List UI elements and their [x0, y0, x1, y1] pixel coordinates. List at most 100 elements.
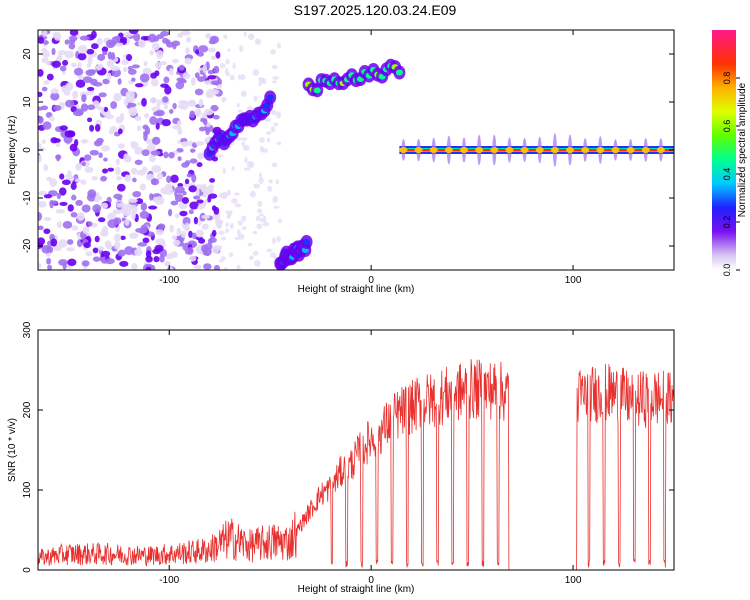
- spectrogram-noise-blob: [150, 150, 161, 156]
- spectrogram-noise-blob: [135, 227, 144, 233]
- spectrogram-noise-blob: [209, 89, 220, 95]
- colorbar-tick-label: 0.4: [722, 168, 732, 181]
- spectrogram-noise-blob: [232, 62, 236, 70]
- spectrogram-noise-blob: [98, 92, 107, 98]
- spectrogram-noise-blob: [156, 50, 164, 59]
- spectrogram-noise-blob: [234, 236, 240, 240]
- spectrogram-noise-blob: [77, 52, 87, 61]
- spectrogram-noise-blob: [139, 73, 150, 83]
- spectrogram-noise-blob: [43, 194, 53, 199]
- spectrogram-noise-blob: [180, 141, 190, 147]
- spectrogram-noise-blob: [189, 158, 198, 164]
- spectrogram-noise-blob: [123, 98, 129, 106]
- spectrogram-noise-blob: [134, 83, 144, 88]
- spectrogram-noise-blob: [70, 211, 78, 218]
- spectrogram-noise-blob: [233, 192, 240, 196]
- spectrogram-noise-blob: [151, 136, 161, 145]
- spectrogram-noise-blob: [189, 110, 195, 119]
- spectrogram-noise-blob: [115, 42, 124, 47]
- spectrogram-noise-blob: [76, 212, 85, 221]
- spectrogram-noise-blob: [271, 64, 278, 70]
- spectrogram-noise-blob: [257, 200, 263, 207]
- spectrogram-noise-blob: [47, 264, 53, 270]
- spectrogram-noise-blob: [127, 68, 137, 75]
- spectrogram-noise-blob: [62, 59, 69, 66]
- spectrogram-noise-blob: [46, 257, 52, 265]
- spectrogram-noise-blob: [114, 241, 121, 250]
- spectrogram-noise-blob: [187, 246, 194, 255]
- spectrogram-noise-blob: [102, 78, 110, 85]
- spectrogram-carrier-node: [429, 147, 438, 153]
- spectrogram-noise-blob: [273, 205, 280, 209]
- spectrogram-noise-blob: [196, 162, 203, 168]
- spectrogram-carrier-node: [626, 147, 635, 153]
- snr-y-tick-label: 300: [22, 321, 33, 338]
- spectrogram-noise-blob: [41, 47, 48, 53]
- spectrogram-noise-blob: [116, 202, 124, 208]
- spectrogram-noise-blob: [197, 204, 205, 210]
- colorbar-tick-label: 0.8: [722, 72, 732, 85]
- spectrogram-noise-blob: [131, 77, 136, 82]
- spectrogram-noise-blob: [202, 64, 208, 74]
- spectrogram-noise-blob: [71, 62, 77, 68]
- spectrogram-noise-blob: [41, 139, 46, 144]
- spectrogram-noise-blob: [84, 166, 94, 173]
- spectrogram-noise-blob: [149, 97, 158, 104]
- colorbar-tick-label: 0.0: [722, 264, 732, 277]
- spectrogram-noise-blob: [132, 190, 142, 198]
- spectrogram-noise-blob: [213, 264, 220, 270]
- spectrogram-noise-blob: [141, 97, 147, 107]
- spectrogram-noise-blob: [207, 69, 214, 75]
- spectrogram-noise-blob: [172, 43, 177, 50]
- spectrogram-noise-blob: [216, 84, 222, 90]
- spectrogram-noise-blob: [117, 143, 125, 149]
- spectrogram-noise-blob: [82, 76, 93, 83]
- spectrogram-noise-blob: [59, 125, 68, 131]
- spectrogram-noise-blob: [151, 42, 160, 51]
- spectrogram-noise-blob: [134, 248, 143, 257]
- spectrogram-noise-blob: [124, 174, 132, 182]
- spectrogram-noise-blob: [38, 116, 44, 124]
- spectrogram-carrier-node: [520, 147, 529, 153]
- spectrogram-noise-blob: [272, 196, 278, 203]
- spectrogram-noise-blob: [148, 193, 154, 201]
- spectrogram-noise-blob: [253, 183, 261, 189]
- spectrogram-noise-blob: [56, 192, 61, 200]
- spectrogram-noise-blob: [180, 230, 187, 238]
- spectrogram-noise-blob: [184, 222, 190, 231]
- spectrogram-noise-blob: [145, 266, 152, 270]
- spectrogram-noise-blob: [237, 220, 243, 226]
- spectrogram-noise-blob: [188, 209, 194, 215]
- spectrogram-noise-blob: [110, 101, 118, 109]
- spectrogram-noise-blob: [253, 95, 258, 102]
- spectrogram-noise-blob: [198, 126, 206, 132]
- spectrogram-carrier-node: [460, 147, 469, 153]
- spectrogram-noise-blob: [272, 76, 280, 80]
- spectrogram-noise-blob: [225, 72, 231, 77]
- spectrogram-noise-blob: [51, 60, 62, 68]
- spectrogram-noise-blob: [177, 32, 184, 38]
- spectrogram-noise-blob: [97, 246, 105, 251]
- spectrogram-noise-blob: [67, 258, 77, 267]
- spectrogram-noise-blob: [204, 108, 214, 116]
- spectrogram-noise-blob: [225, 58, 230, 65]
- spectrogram-noise-blob: [101, 46, 109, 53]
- spectrogram-noise-blob: [163, 151, 169, 159]
- spectrogram-noise-blob: [134, 115, 142, 122]
- spectrogram-noise-blob: [238, 45, 244, 52]
- spectrogram-noise-blob: [141, 166, 148, 174]
- snr-plot-area: [38, 359, 674, 570]
- spectrogram-noise-blob: [93, 140, 103, 147]
- spectrogram-noise-blob: [193, 195, 201, 200]
- spectrogram-noise-blob: [205, 32, 212, 39]
- spectrogram-noise-blob: [131, 204, 138, 214]
- spectrogram-noise-blob: [107, 51, 113, 60]
- spectrogram-noise-blob: [223, 267, 228, 270]
- spectrogram-noise-blob: [120, 235, 126, 240]
- spectrogram-noise-blob: [255, 215, 261, 222]
- spectrogram-noise-blob: [142, 237, 150, 244]
- spectrogram-noise-blob: [69, 143, 78, 152]
- spectrogram-noise-blob: [86, 86, 95, 91]
- spectrogram-noise-blob: [266, 248, 273, 253]
- spectrogram-noise-blob: [75, 163, 82, 171]
